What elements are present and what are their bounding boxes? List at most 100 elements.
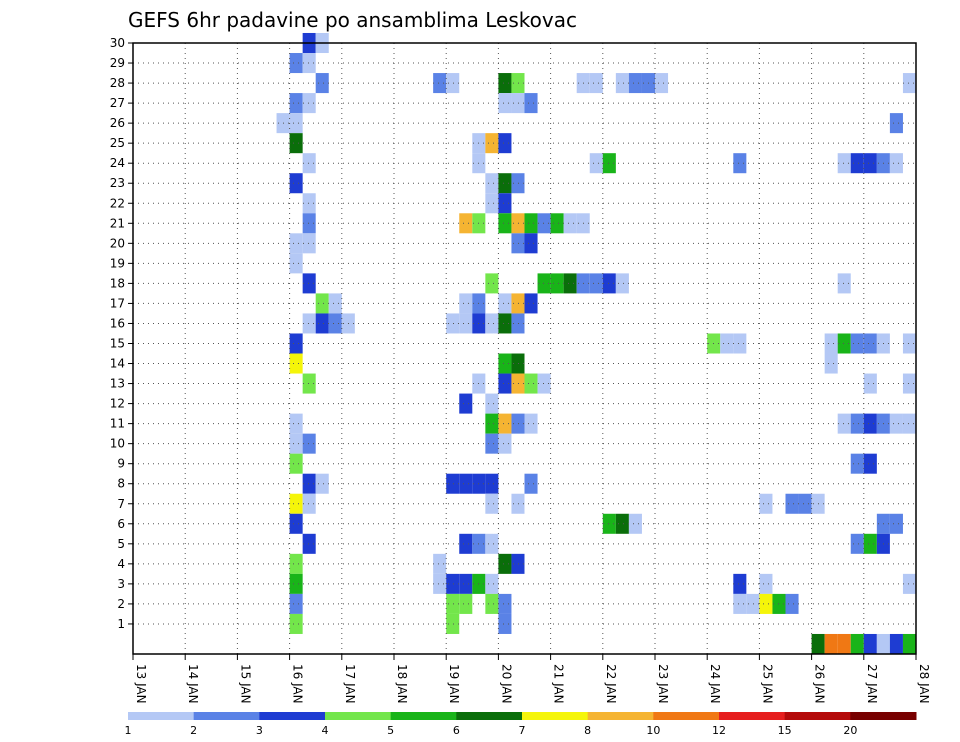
heatmap-cells bbox=[276, 32, 916, 654]
heatmap-cell bbox=[485, 573, 499, 594]
heatmap-cell bbox=[733, 573, 747, 594]
x-axis: 13 JAN 14 JAN 15 JAN 16 JAN 17 JAN 18 JAN 19 J… bbox=[132, 654, 931, 704]
x-tick-label: 21 JAN bbox=[552, 664, 566, 704]
heatmap-cell bbox=[863, 413, 877, 434]
y-tick-label: 21 bbox=[110, 216, 125, 230]
heatmap-cell bbox=[524, 293, 538, 314]
heatmap-cell bbox=[302, 533, 316, 554]
heatmap-cell bbox=[485, 313, 499, 334]
heatmap-cell bbox=[759, 593, 773, 614]
y-tick-label: 19 bbox=[110, 256, 125, 270]
heatmap-cell bbox=[511, 293, 525, 314]
heatmap-cell bbox=[459, 213, 473, 234]
legend-label: 12 bbox=[712, 724, 726, 737]
heatmap-cell bbox=[589, 73, 603, 94]
y-tick-label: 16 bbox=[110, 316, 125, 330]
heatmap-cell bbox=[824, 633, 838, 654]
legend-swatch bbox=[259, 712, 326, 720]
y-tick-label: 10 bbox=[110, 437, 125, 451]
heatmap-cell bbox=[902, 413, 916, 434]
heatmap-cell bbox=[498, 313, 512, 334]
x-tick-label: 13 JAN bbox=[134, 664, 148, 704]
heatmap-cell bbox=[602, 153, 616, 174]
x-tick-label: 20 JAN bbox=[499, 664, 513, 704]
y-tick-label: 15 bbox=[110, 336, 125, 350]
heatmap-cell bbox=[511, 313, 525, 334]
heatmap-cell bbox=[589, 153, 603, 174]
x-tick-label: 27 JAN bbox=[865, 664, 879, 704]
heatmap-cell bbox=[498, 413, 512, 434]
y-tick-label: 29 bbox=[110, 56, 125, 70]
legend-swatch bbox=[193, 712, 260, 720]
legend-label: 5 bbox=[387, 724, 394, 737]
heatmap-cell bbox=[628, 73, 642, 94]
heatmap-cell bbox=[459, 473, 473, 494]
heatmap-cell bbox=[289, 513, 303, 534]
heatmap-cell bbox=[524, 373, 538, 394]
heatmap-cell bbox=[433, 553, 447, 574]
heatmap-cell bbox=[485, 433, 499, 454]
color-legend: 1 2 3 4 5 6 7 8 10 12 15 20 bbox=[125, 712, 917, 737]
heatmap-cell bbox=[289, 173, 303, 194]
heatmap-cell bbox=[837, 273, 851, 294]
heatmap-cell bbox=[524, 413, 538, 434]
plot-frame bbox=[132, 42, 917, 655]
x-tick-label: 19 JAN bbox=[447, 664, 461, 704]
heatmap-cell bbox=[302, 193, 316, 214]
heatmap-cell bbox=[433, 573, 447, 594]
y-tick-label: 11 bbox=[110, 417, 125, 431]
heatmap-cell bbox=[785, 493, 799, 514]
heatmap-cell bbox=[524, 473, 538, 494]
x-tick-label: 17 JAN bbox=[343, 664, 357, 704]
heatmap-cell bbox=[759, 493, 773, 514]
legend-swatch bbox=[850, 712, 917, 720]
heatmap-cell bbox=[798, 493, 812, 514]
heatmap-cell bbox=[459, 313, 473, 334]
heatmap-cell bbox=[655, 73, 669, 94]
heatmap-cell bbox=[289, 553, 303, 574]
heatmap-cell bbox=[446, 593, 460, 614]
heatmap-cell bbox=[550, 213, 564, 234]
heatmap-cell bbox=[289, 433, 303, 454]
heatmap-cell bbox=[602, 513, 616, 534]
heatmap-cell bbox=[733, 333, 747, 354]
heatmap-cell bbox=[289, 493, 303, 514]
heatmap-cell bbox=[302, 93, 316, 114]
heatmap-cell bbox=[563, 213, 577, 234]
heatmap-cell bbox=[511, 353, 525, 374]
heatmap-cell bbox=[902, 333, 916, 354]
grid-lines bbox=[133, 42, 916, 654]
heatmap-cell bbox=[289, 93, 303, 114]
heatmap-cell bbox=[289, 53, 303, 74]
legend-label: 2 bbox=[190, 724, 197, 737]
heatmap-cell bbox=[837, 633, 851, 654]
heatmap-cell bbox=[328, 313, 342, 334]
heatmap-cell bbox=[302, 493, 316, 514]
legend-label: 15 bbox=[778, 724, 792, 737]
heatmap-cell bbox=[889, 413, 903, 434]
heatmap-cell bbox=[302, 273, 316, 294]
heatmap-cell bbox=[511, 73, 525, 94]
heatmap-cell bbox=[589, 273, 603, 294]
heatmap-cell bbox=[902, 633, 916, 654]
heatmap-cell bbox=[511, 413, 525, 434]
heatmap-cell bbox=[524, 213, 538, 234]
heatmap-cell bbox=[863, 333, 877, 354]
x-tick-label: 23 JAN bbox=[656, 664, 670, 704]
heatmap-cell bbox=[485, 413, 499, 434]
heatmap-cell bbox=[889, 513, 903, 534]
heatmap-cell bbox=[524, 233, 538, 254]
heatmap-cell bbox=[850, 633, 864, 654]
heatmap-cell bbox=[433, 73, 447, 94]
heatmap-cell bbox=[485, 473, 499, 494]
heatmap-cell bbox=[902, 73, 916, 94]
heatmap-cell bbox=[485, 493, 499, 514]
heatmap-cell bbox=[889, 153, 903, 174]
heatmap-cell bbox=[498, 353, 512, 374]
heatmap-cell bbox=[302, 153, 316, 174]
legend-label: 10 bbox=[646, 724, 660, 737]
heatmap-cell bbox=[302, 233, 316, 254]
heatmap-cell bbox=[315, 293, 329, 314]
heatmap-cell bbox=[850, 533, 864, 554]
heatmap-cell bbox=[863, 533, 877, 554]
